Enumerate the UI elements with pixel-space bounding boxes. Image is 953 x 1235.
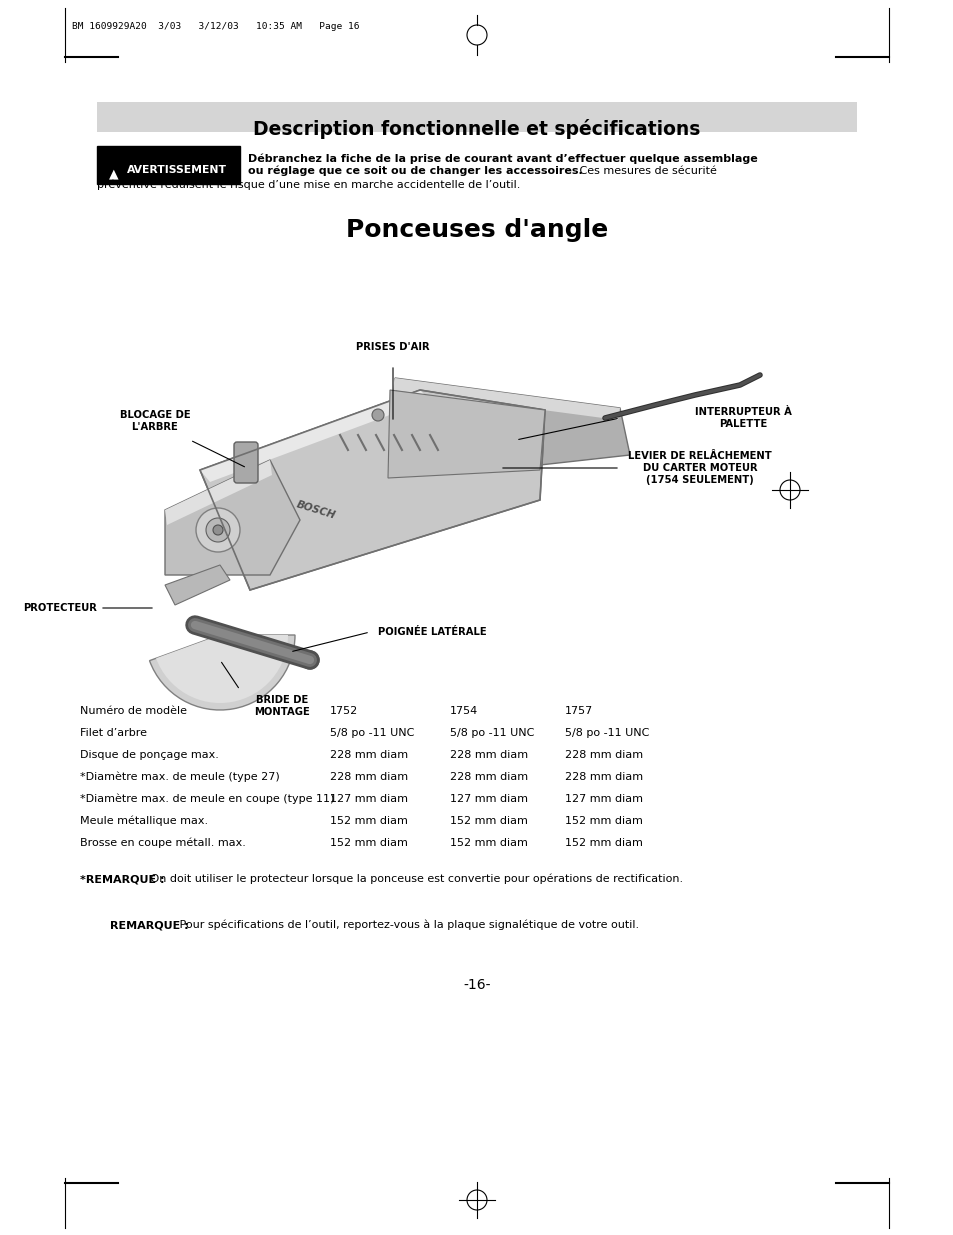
Text: Ponceuses d'angle: Ponceuses d'angle — [346, 219, 607, 242]
Text: *Diamètre max. de meule (type 27): *Diamètre max. de meule (type 27) — [80, 772, 279, 783]
Polygon shape — [395, 378, 629, 480]
Text: LEVIER DE RELÂCHEMENT
DU CARTER MOTEUR
(1754 SEULEMENT): LEVIER DE RELÂCHEMENT DU CARTER MOTEUR (… — [627, 452, 771, 484]
Text: *REMARQUE :: *REMARQUE : — [80, 874, 164, 884]
Wedge shape — [150, 635, 294, 710]
Text: PROTECTEUR: PROTECTEUR — [23, 603, 97, 613]
Text: PRISES D'AIR: PRISES D'AIR — [355, 342, 430, 352]
Text: 152 mm diam: 152 mm diam — [330, 816, 408, 826]
Polygon shape — [165, 564, 230, 605]
Text: AVERTISSEMENT: AVERTISSEMENT — [127, 165, 227, 175]
Text: Débranchez la fiche de la prise de courant avant d’effectuer quelque assemblage: Débranchez la fiche de la prise de coura… — [248, 153, 757, 163]
Text: REMARQUE :: REMARQUE : — [110, 920, 189, 930]
Bar — [97, 103, 856, 132]
Text: 127 mm diam: 127 mm diam — [450, 794, 527, 804]
Text: 152 mm diam: 152 mm diam — [450, 816, 527, 826]
Circle shape — [301, 651, 318, 669]
Text: BOSCH: BOSCH — [294, 499, 336, 521]
Text: *Diamètre max. de meule en coupe (type 11): *Diamètre max. de meule en coupe (type 1… — [80, 794, 334, 804]
Text: Numéro de modèle: Numéro de modèle — [80, 706, 187, 716]
Text: 1752: 1752 — [330, 706, 358, 716]
Text: 5/8 po -11 UNC: 5/8 po -11 UNC — [564, 727, 649, 739]
Text: BM 1609929A20  3/03   3/12/03   10:35 AM   Page 16: BM 1609929A20 3/03 3/12/03 10:35 AM Page… — [71, 22, 359, 31]
Text: POIGNÉE LATÉRALE: POIGNÉE LATÉRALE — [377, 627, 486, 637]
Text: BRIDE DE
MONTAGE: BRIDE DE MONTAGE — [253, 695, 310, 716]
Text: 127 mm diam: 127 mm diam — [564, 794, 642, 804]
Text: Ces mesures de sécurité: Ces mesures de sécurité — [576, 165, 716, 177]
Text: BLOCAGE DE
L'ARBRE: BLOCAGE DE L'ARBRE — [119, 410, 190, 432]
Circle shape — [195, 508, 240, 552]
Text: 127 mm diam: 127 mm diam — [330, 794, 408, 804]
Text: préventive réduisent le risque d’une mise en marche accidentelle de l’outil.: préventive réduisent le risque d’une mis… — [97, 179, 519, 189]
Polygon shape — [165, 459, 299, 576]
Polygon shape — [200, 390, 430, 482]
Text: 5/8 po -11 UNC: 5/8 po -11 UNC — [330, 727, 414, 739]
Text: Pour spécifications de l’outil, reportez-vous à la plaque signalétique de votre : Pour spécifications de l’outil, reportez… — [175, 920, 639, 930]
Text: 228 mm diam: 228 mm diam — [564, 772, 642, 782]
Polygon shape — [393, 378, 619, 420]
Text: Brosse en coupe métall. max.: Brosse en coupe métall. max. — [80, 839, 246, 848]
Text: 228 mm diam: 228 mm diam — [450, 772, 528, 782]
Text: ▲: ▲ — [109, 167, 118, 180]
Polygon shape — [200, 390, 544, 590]
Text: 5/8 po -11 UNC: 5/8 po -11 UNC — [450, 727, 534, 739]
Text: On doit utiliser le protecteur lorsque la ponceuse est convertie pour opérations: On doit utiliser le protecteur lorsque l… — [147, 874, 682, 884]
FancyBboxPatch shape — [448, 424, 521, 450]
Text: 228 mm diam: 228 mm diam — [330, 772, 408, 782]
Circle shape — [372, 409, 384, 421]
Circle shape — [206, 517, 230, 542]
Text: INTERRUPTEUR À
PALETTE: INTERRUPTEUR À PALETTE — [695, 408, 791, 429]
Text: 228 mm diam: 228 mm diam — [564, 750, 642, 760]
Text: 1757: 1757 — [564, 706, 593, 716]
Text: Description fonctionnelle et spécifications: Description fonctionnelle et spécificati… — [253, 119, 700, 140]
Polygon shape — [388, 390, 544, 478]
Bar — [97, 146, 240, 184]
Text: Filet d’arbre: Filet d’arbre — [80, 727, 147, 739]
Text: Meule métallique max.: Meule métallique max. — [80, 816, 208, 826]
Text: 228 mm diam: 228 mm diam — [330, 750, 408, 760]
Text: 228 mm diam: 228 mm diam — [450, 750, 528, 760]
Polygon shape — [165, 459, 272, 525]
Circle shape — [213, 525, 223, 535]
Wedge shape — [156, 635, 288, 703]
Text: 152 mm diam: 152 mm diam — [330, 839, 408, 848]
Text: 152 mm diam: 152 mm diam — [564, 839, 642, 848]
FancyBboxPatch shape — [233, 442, 257, 483]
Text: 152 mm diam: 152 mm diam — [450, 839, 527, 848]
Text: Disque de ponçage max.: Disque de ponçage max. — [80, 750, 218, 760]
Text: -16-: -16- — [463, 978, 490, 992]
Text: 152 mm diam: 152 mm diam — [564, 816, 642, 826]
Text: ou réglage que ce soit ou de changer les accessoires.: ou réglage que ce soit ou de changer les… — [248, 165, 582, 177]
Text: 1754: 1754 — [450, 706, 477, 716]
